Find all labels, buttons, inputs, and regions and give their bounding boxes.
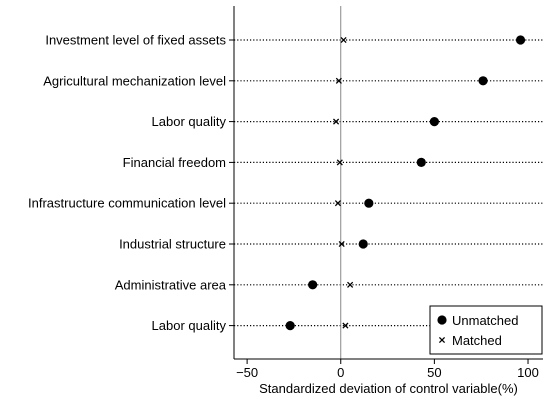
category-label: Financial freedom [123, 155, 226, 170]
category-label: Agricultural mechanization level [43, 73, 226, 88]
category-label: Industrial structure [119, 237, 226, 252]
category-label: Administrative area [115, 277, 227, 292]
x-axis: −50 0 50 100 [234, 358, 543, 380]
unmatched-point [358, 239, 368, 249]
unmatched-point [364, 198, 374, 208]
legend: Unmatched Matched [429, 305, 543, 355]
category-label: Investment level of fixed assets [45, 33, 226, 48]
legend-marker-matched [438, 336, 446, 344]
matched-point [342, 322, 349, 329]
category-labels: Investment level of fixed assets Agricult… [28, 33, 227, 334]
legend-label-unmatched: Unmatched [452, 313, 518, 328]
matched-point [336, 159, 343, 166]
x-tick-label: 100 [517, 365, 539, 380]
matched-point [347, 281, 354, 288]
x-tick-label: −50 [236, 365, 258, 380]
x-tick-label: 50 [427, 365, 441, 380]
matched-point [334, 200, 341, 207]
category-label: Infrastructure communication level [28, 196, 226, 211]
matched-point [335, 77, 342, 84]
unmatched-point [515, 35, 526, 45]
category-label: Labor quality [152, 318, 227, 333]
x-tick-label: 0 [337, 365, 344, 380]
matched-point [338, 240, 345, 248]
unmatched-point [285, 321, 295, 331]
matched-point [340, 36, 347, 44]
unmatched-point [416, 157, 426, 167]
legend-box [429, 305, 543, 355]
unmatched-point [429, 117, 439, 127]
matched-point [333, 118, 340, 125]
legend-label-matched: Matched [452, 333, 502, 348]
unmatched-point [308, 280, 318, 290]
series-unmatched [285, 35, 526, 331]
guide-lines [234, 39, 543, 327]
legend-marker-unmatched [437, 315, 447, 325]
unmatched-point [478, 76, 488, 86]
y-axis [229, 6, 235, 359]
category-label: Labor quality [152, 114, 227, 129]
x-axis-title: Standardized deviation of control variab… [259, 381, 518, 396]
series-matched [333, 36, 354, 329]
